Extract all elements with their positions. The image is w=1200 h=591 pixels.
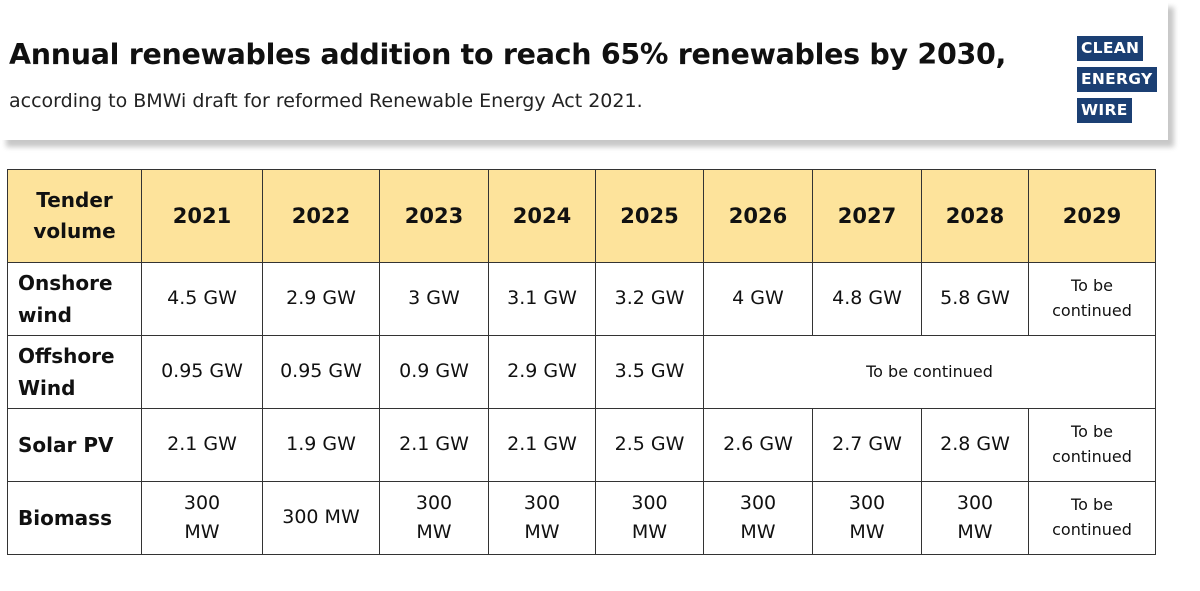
table-cell: 2.8 GW bbox=[921, 408, 1029, 482]
table-cell: 1.9 GW bbox=[262, 408, 380, 482]
cell-text: 300 MW bbox=[523, 491, 561, 543]
table-cell: 300 MW bbox=[141, 481, 263, 555]
column-header: 2022 bbox=[262, 169, 380, 263]
table-cell: 3.5 GW bbox=[595, 335, 704, 409]
table-cell: 0.9 GW bbox=[379, 335, 489, 409]
row-header: Onshore wind bbox=[7, 262, 142, 336]
row-header: Offshore Wind bbox=[7, 335, 142, 409]
column-header: 2025 bbox=[595, 169, 704, 263]
table-cell: 300 MW bbox=[595, 481, 704, 555]
table-cell: 2.5 GW bbox=[595, 408, 704, 482]
table-cell: 300 MW bbox=[262, 481, 380, 555]
table-cell: 4.8 GW bbox=[812, 262, 922, 336]
table-cell: 2.1 GW bbox=[141, 408, 263, 482]
cell-text: 300 MW bbox=[631, 491, 668, 543]
table-cell: 2.1 GW bbox=[379, 408, 489, 482]
table-cell: 300 MW bbox=[921, 481, 1029, 555]
column-header: 2024 bbox=[488, 169, 596, 263]
table-cell: 3.1 GW bbox=[488, 262, 596, 336]
logo-word-clean: CLEAN bbox=[1077, 36, 1144, 61]
column-header: 2027 bbox=[812, 169, 922, 263]
clean-energy-wire-logo: CLEAN ENERGY WIRE bbox=[1077, 36, 1161, 128]
table-cell: 300 MW bbox=[703, 481, 813, 555]
header-card: Annual renewables addition to reach 65% … bbox=[0, 0, 1168, 140]
table-cell: 300 MW bbox=[488, 481, 596, 555]
table-cell: 2.1 GW bbox=[488, 408, 596, 482]
table-header-row: Tender volume 2021 2022 2023 2024 2025 2… bbox=[7, 169, 1156, 263]
cell-text: 300 MW bbox=[956, 491, 994, 543]
table-cell: 0.95 GW bbox=[141, 335, 263, 409]
table-cell: 300 MW bbox=[379, 481, 489, 555]
column-header: 2029 bbox=[1028, 169, 1156, 263]
table-cell: To be continued bbox=[1028, 408, 1156, 482]
chart-subtitle: according to BMWi draft for reformed Ren… bbox=[9, 90, 643, 112]
corner-header: Tender volume bbox=[7, 169, 142, 263]
table-cell: 0.95 GW bbox=[262, 335, 380, 409]
tender-volume-table: Tender volume 2021 2022 2023 2024 2025 2… bbox=[7, 169, 1156, 555]
table-row-solar-pv: Solar PV 2.1 GW 1.9 GW 2.1 GW 2.1 GW 2.5… bbox=[7, 408, 1156, 482]
cell-text: 300 MW bbox=[739, 491, 777, 543]
table-cell: 5.8 GW bbox=[921, 262, 1029, 336]
column-header: 2026 bbox=[703, 169, 813, 263]
row-header: Solar PV bbox=[7, 408, 142, 482]
column-header: 2023 bbox=[379, 169, 489, 263]
table-cell: 2.9 GW bbox=[262, 262, 380, 336]
table-cell: 2.6 GW bbox=[703, 408, 813, 482]
logo-word-energy: ENERGY bbox=[1077, 67, 1157, 92]
column-header: 2028 bbox=[921, 169, 1029, 263]
row-header: Biomass bbox=[7, 481, 142, 555]
column-header: 2021 bbox=[141, 169, 263, 263]
chart-title: Annual renewables addition to reach 65% … bbox=[9, 38, 1007, 71]
table-cell: 3 GW bbox=[379, 262, 489, 336]
cell-text: 300 MW bbox=[415, 491, 453, 543]
logo-word-wire: WIRE bbox=[1077, 98, 1132, 123]
table-row-onshore-wind: Onshore wind 4.5 GW 2.9 GW 3 GW 3.1 GW 3… bbox=[7, 262, 1156, 336]
merged-note-cell: To be continued bbox=[703, 335, 1156, 409]
table-row-biomass: Biomass 300 MW 300 MW 300 MW 300 MW 300 … bbox=[7, 481, 1156, 555]
table-cell: 4.5 GW bbox=[141, 262, 263, 336]
table-cell: 3.2 GW bbox=[595, 262, 704, 336]
table-cell: To be continued bbox=[1028, 481, 1156, 555]
cell-text: 300 MW bbox=[183, 491, 221, 543]
table-cell: 2.9 GW bbox=[488, 335, 596, 409]
table-cell: To be continued bbox=[1028, 262, 1156, 336]
table-cell: 2.7 GW bbox=[812, 408, 922, 482]
table-cell: 300 MW bbox=[812, 481, 922, 555]
cell-text: 300 MW bbox=[848, 491, 886, 543]
table-row-offshore-wind: Offshore Wind 0.95 GW 0.95 GW 0.9 GW 2.9… bbox=[7, 335, 1156, 409]
table-cell: 4 GW bbox=[703, 262, 813, 336]
